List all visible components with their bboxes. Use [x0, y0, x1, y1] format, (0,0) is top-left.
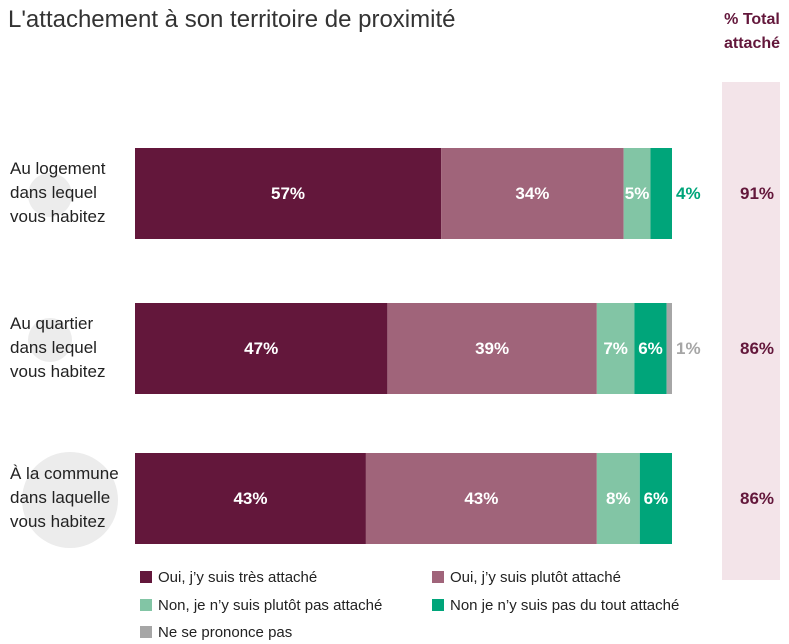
- legend-swatch: [140, 571, 152, 583]
- data-label: 4%: [676, 184, 701, 203]
- bar-segment: [135, 453, 366, 544]
- bar-segment: [387, 303, 597, 394]
- category-label: Au quartier dans lequel vous habitez: [10, 314, 106, 381]
- legend-label: Non je n’y suis pas du tout attaché: [450, 597, 679, 614]
- legend-label: Oui, j’y suis plutôt attaché: [450, 569, 621, 586]
- bar-segment: [135, 148, 442, 239]
- legend-swatch: [432, 571, 444, 583]
- bar-segment: [135, 303, 388, 394]
- data-label: 1%: [676, 339, 701, 358]
- chart-title: L'attachement à son territoire de proxim…: [8, 6, 456, 33]
- totals-header: % Total attaché: [723, 11, 781, 52]
- data-label: 57%: [271, 184, 305, 203]
- bar-segment: [650, 148, 672, 239]
- data-label: 43%: [464, 489, 498, 508]
- legend-label: Oui, j’y suis très attaché: [158, 569, 317, 586]
- category-label: Au logement dans lequel vous habitez: [10, 159, 106, 226]
- legend-label: Ne se prononce pas: [158, 624, 292, 641]
- data-label: 6%: [638, 339, 663, 358]
- bar-segment: [441, 148, 624, 239]
- totals-band: [722, 82, 780, 580]
- bar-segment: [666, 303, 672, 394]
- bar-segment: [623, 148, 651, 239]
- bar-segment: [365, 453, 597, 544]
- bar-segment: [639, 453, 672, 544]
- decor: [28, 318, 72, 362]
- total-label: 86%: [740, 339, 774, 358]
- legend-swatch: [140, 599, 152, 611]
- total-label: 91%: [740, 184, 774, 203]
- legend-swatch: [140, 626, 152, 638]
- legend-label: Non, je n’y suis plutôt pas attaché: [158, 597, 382, 614]
- data-label: 39%: [475, 339, 509, 358]
- data-label: 8%: [606, 489, 631, 508]
- data-label: 34%: [515, 184, 549, 203]
- legend-swatch: [432, 599, 444, 611]
- bar-segment: [596, 453, 640, 544]
- data-label: 47%: [244, 339, 278, 358]
- decor: [28, 173, 72, 217]
- data-label: 6%: [644, 489, 669, 508]
- bar-segment: [634, 303, 667, 394]
- total-label: 86%: [740, 489, 774, 508]
- data-label: 5%: [625, 184, 650, 203]
- bar-segment: [596, 303, 635, 394]
- data-label: 7%: [603, 339, 628, 358]
- data-label: 43%: [233, 489, 267, 508]
- decor: [22, 452, 118, 548]
- category-label: À la commune dans laquelle vous habitez: [10, 464, 119, 531]
